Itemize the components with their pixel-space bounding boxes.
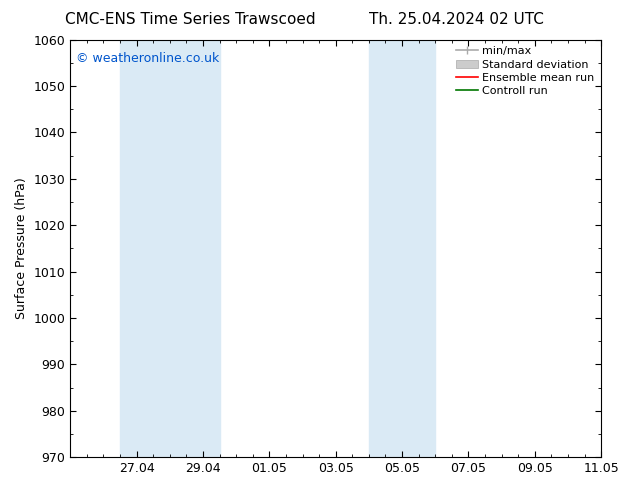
- Legend: min/max, Standard deviation, Ensemble mean run, Controll run: min/max, Standard deviation, Ensemble me…: [452, 43, 598, 99]
- Bar: [186, 40, 219, 457]
- Text: CMC-ENS Time Series Trawscoed: CMC-ENS Time Series Trawscoed: [65, 12, 316, 27]
- Bar: [402, 40, 435, 457]
- Text: © weatheronline.co.uk: © weatheronline.co.uk: [75, 52, 219, 65]
- Y-axis label: Surface Pressure (hPa): Surface Pressure (hPa): [15, 177, 28, 319]
- Bar: [120, 40, 186, 457]
- Text: Th. 25.04.2024 02 UTC: Th. 25.04.2024 02 UTC: [369, 12, 544, 27]
- Bar: [369, 40, 402, 457]
